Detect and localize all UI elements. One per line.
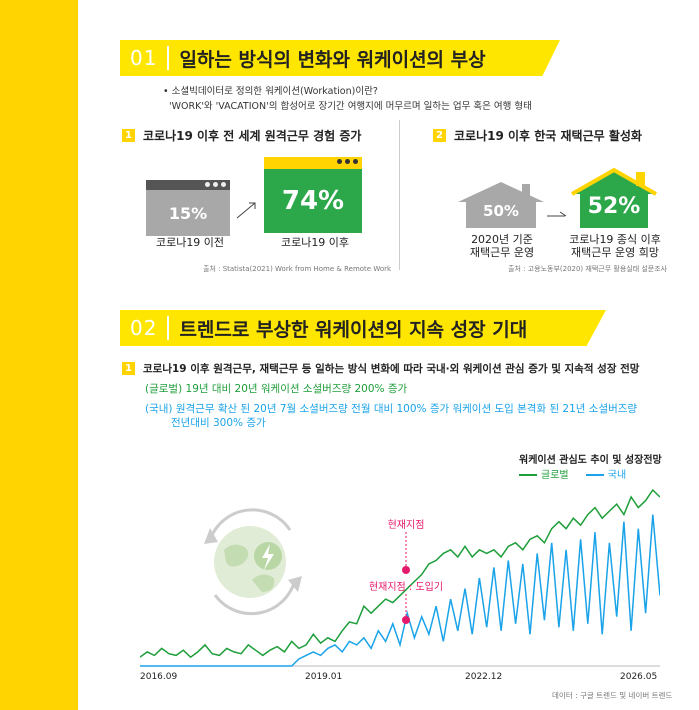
arrow-up-icon [236, 202, 256, 219]
annotation-domestic-current: 현재지점 : 도입기 [369, 580, 443, 624]
section1-title: 일하는 방식의 변화와 워케이션의 부상 [179, 48, 486, 71]
house-before-label: 2020년 기준 재택근무 운영 [469, 233, 535, 259]
left-source: 출처 : Statista(2021) Work from Home & Rem… [203, 265, 392, 273]
x-tick-label: 2019.01 [305, 672, 343, 682]
x-tick-label: 2026.05 [620, 672, 658, 682]
chart-legend: 글로벌 국내 [519, 466, 626, 481]
definition-question: • 소셜빅데이터로 정의한 워케이션(Workation)이란? [163, 86, 378, 97]
series-line-domestic [140, 514, 660, 667]
chart-title: 워케이션 관심도 추이 및 성장전망 [519, 455, 662, 466]
definition-answer: 'WORK'와 'VACATION'의 합성어로 장기간 여행지에 머무르며 일… [169, 101, 532, 112]
before-label: 코로나19 이전 [155, 236, 225, 249]
chart-source: 데이터 : 구글 트렌드 및 네이버 트렌드 [552, 691, 673, 700]
right-source: 출처 : 고용노동부(2020) 재택근무 활용실태 설문조사 [508, 265, 668, 273]
left-subtitle-number: 1 [122, 129, 135, 142]
window-after: 74% [264, 157, 362, 233]
svg-text:현재지점 : 도입기: 현재지점 : 도입기 [369, 580, 443, 593]
section1-number: 01 [120, 46, 170, 70]
annotation-global-current: 현재지점 [388, 519, 425, 574]
workation-definition: • 소셜빅데이터로 정의한 워케이션(Workation)이란? 'WORK'와… [163, 84, 532, 114]
x-tick-label: 2022.12 [465, 672, 503, 682]
section2-number: 02 [120, 316, 170, 340]
after-label: 코로나19 이후 [280, 236, 350, 249]
legend-domestic: 국내 [585, 470, 626, 481]
section2-title: 트렌드로 부상한 워케이션의 지속 성장 기대 [179, 318, 528, 341]
domestic-stat: (국내) 원격근무 확산 된 20년 7월 소셜버즈량 전월 대비 100% 증… [145, 403, 638, 429]
left-yellow-strip [0, 0, 78, 710]
right-subtitle-number: 2 [433, 129, 446, 142]
svg-text:현재지점: 현재지점 [388, 519, 425, 531]
after-pct: 74% [264, 169, 362, 233]
before-pct: 15% [146, 190, 230, 236]
legend-global: 글로벌 [519, 470, 569, 481]
series-line-global [140, 488, 660, 659]
house-before-icon [458, 182, 544, 228]
panel-divider [399, 120, 400, 270]
arrow-right-icon [547, 211, 567, 217]
x-tick-label: 2016.09 [140, 672, 178, 682]
section2-heading: 02 트렌드로 부상한 워케이션의 지속 성장 기대 [120, 310, 606, 346]
right-subtitle: 2 코로나19 이후 한국 재택근무 활성화 [433, 127, 642, 144]
house-after-icon [571, 167, 657, 228]
house-before-pct: 50% [483, 202, 519, 220]
window-before: 15% [146, 180, 230, 236]
house-after-pct: 52% [587, 194, 641, 219]
left-subtitle: 1 코로나19 이후 전 세계 원격근무 경험 증가 [122, 127, 361, 144]
global-stat: (글로벌) 19년 대비 20년 워케이션 소셜버즈량 200% 증가 [145, 383, 408, 395]
globe-bulb-icon [204, 508, 302, 616]
house-after-label: 코로나19 종식 이후 재택근무 운영 희망 [569, 233, 661, 259]
section2-subtitle: 1 코로나19 이후 원격근무, 재택근무 등 일하는 방식 변화에 따라 국내… [122, 361, 639, 376]
section1-heading: 01 일하는 방식의 변화와 워케이션의 부상 [120, 40, 560, 76]
section2-subtitle-number: 1 [122, 362, 135, 375]
